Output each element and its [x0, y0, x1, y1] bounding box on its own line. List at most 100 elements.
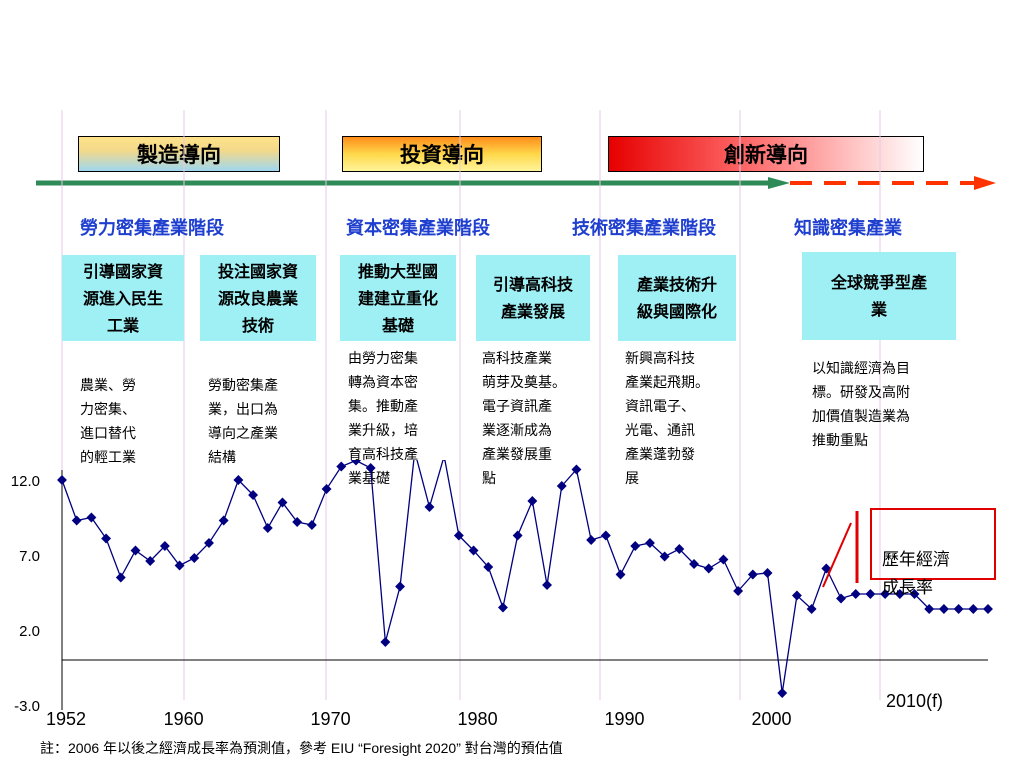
data-point-marker	[174, 560, 185, 571]
phase-manufacturing: 製造導向	[78, 136, 280, 172]
data-point-marker	[924, 604, 935, 614]
data-point-marker	[850, 589, 861, 599]
data-point-marker	[542, 580, 552, 590]
data-point-marker	[689, 559, 699, 569]
legend-bracket	[822, 511, 859, 588]
timeline-arrow	[36, 176, 996, 190]
phase-innovation: 創新導向	[608, 136, 924, 172]
timeline-solid-arrowhead	[768, 177, 790, 189]
description-4: 高科技產業 萌芽及奠基。 電子資訊產 業逐漸成為 產業發展重 點	[482, 351, 566, 487]
data-point-marker	[527, 496, 538, 506]
data-point-marker	[806, 604, 817, 614]
data-point-marker	[321, 484, 332, 494]
x-tick-label: 1952	[46, 709, 86, 729]
description-1: 農業、勞 力密集、 進口替代 的輕工業	[80, 378, 136, 466]
policy-box-1: 引導國家資源進入民生工業	[62, 255, 184, 341]
data-point-marker	[630, 541, 641, 551]
x-tick-label: 1970	[311, 709, 351, 729]
policy-text-5: 產業技術升級與國際化	[636, 275, 717, 321]
policy-box-6: 全球競爭型產業	[802, 252, 956, 340]
data-point-marker	[204, 538, 214, 548]
phase-investment: 投資導向	[342, 136, 542, 172]
data-point-marker	[159, 541, 170, 551]
y-tick-label: 7.0	[19, 548, 40, 565]
legend-box: 歷年經濟 成長率	[870, 508, 996, 598]
data-point-marker	[894, 589, 905, 599]
x-tick-label: 1980	[458, 709, 498, 729]
data-point-marker	[571, 464, 582, 475]
data-point-marker	[453, 530, 464, 541]
description-5: 新興高科技 產業起飛期。 資訊電子、 光電、通訊 產業蓬勃發 展	[625, 351, 709, 487]
x-tick-label: 2010(f)	[886, 691, 943, 711]
data-point-marker	[674, 544, 685, 554]
phase-manufacturing-label: 製造導向	[137, 142, 221, 167]
stage-capital-intensive: 資本密集產業階段	[346, 218, 490, 239]
legend-pointer-line	[822, 522, 852, 588]
policy-text-2: 投注國家資源改良農業技術	[217, 261, 298, 335]
data-point-marker	[424, 502, 435, 512]
policy-text-3: 推動大型國建建立重化基礎	[357, 261, 438, 335]
data-point-marker	[115, 572, 126, 583]
data-point-marker	[498, 602, 508, 613]
policy-box-3: 推動大型國建建立重化基礎	[340, 255, 456, 341]
data-point-marker	[189, 553, 200, 563]
data-point-marker	[747, 569, 758, 580]
timeline-dashed-arrowhead	[974, 176, 996, 190]
data-point-marker	[865, 589, 876, 599]
x-tick-label: 1990	[605, 709, 645, 729]
data-point-marker	[644, 538, 655, 548]
x-tick-label: 2000	[752, 709, 792, 729]
data-point-marker	[306, 520, 317, 530]
y-tick-label: -3.0	[14, 698, 40, 715]
data-point-marker	[439, 460, 450, 461]
data-point-marker	[938, 604, 949, 614]
data-point-marker	[733, 586, 744, 596]
stage-knowledge-intensive: 知識密集產業	[794, 218, 902, 239]
legend-label: 歷年經濟 成長率	[882, 550, 950, 598]
data-point-marker	[71, 515, 82, 526]
data-point-marker	[130, 545, 141, 556]
data-point-marker	[86, 512, 97, 523]
policy-text-6: 全球競爭型產業	[831, 273, 928, 319]
y-tick-label: 2.0	[19, 623, 40, 640]
data-point-marker	[292, 517, 303, 527]
phase-innovation-label: 創新導向	[724, 142, 808, 167]
data-point-marker	[909, 589, 920, 599]
description-3: 由勞力密集 轉為資本密 集。推動產 業升級，培 育高科技產 業基礎	[348, 351, 418, 487]
data-point-marker	[880, 589, 891, 599]
stage-labor-intensive: 勞力密集產業階段	[80, 218, 224, 239]
data-point-marker	[556, 481, 567, 491]
policy-text-4: 引導高科技產業發展	[492, 275, 573, 321]
data-point-marker	[483, 562, 494, 572]
x-tick-label: 1960	[164, 709, 204, 729]
data-point-marker	[101, 533, 112, 544]
data-point-marker	[336, 461, 347, 472]
data-point-marker	[968, 604, 979, 614]
data-point-marker	[659, 551, 670, 562]
phase-investment-label: 投資導向	[400, 142, 484, 167]
growth-rate-line	[61, 460, 988, 694]
policy-box-4: 引導高科技產業發展	[476, 255, 590, 341]
data-point-marker	[821, 563, 832, 574]
data-point-marker	[145, 556, 156, 566]
data-point-marker	[600, 530, 611, 541]
data-point-marker	[983, 604, 993, 614]
data-point-marker	[277, 497, 288, 508]
description-2: 勞動密集產 業，出口為 導向之產業 結構	[208, 378, 278, 466]
data-point-marker	[703, 563, 714, 574]
data-point-marker	[791, 590, 802, 601]
footnote: 註：2006 年以後之經濟成長率為預測值，參考 EIU “Foresight 2…	[40, 740, 563, 756]
data-point-marker	[777, 688, 788, 698]
data-point-marker	[718, 554, 729, 565]
data-point-marker	[57, 475, 67, 485]
stage-technology-intensive: 技術密集產業階段	[572, 218, 716, 239]
policy-box-2: 投注國家資源改良農業技術	[200, 255, 316, 341]
data-point-marker	[836, 593, 846, 604]
data-point-marker	[953, 604, 964, 614]
data-point-marker	[468, 545, 479, 556]
policy-text-1: 引導國家資源進入民生工業	[82, 261, 163, 335]
data-point-marker	[365, 463, 376, 473]
growth-rate-chart: 12.0 7.0 2.0 -3.0 1952 1960 1970 1980 1990 2000 20…	[11, 460, 993, 729]
data-point-marker	[512, 530, 523, 541]
data-point-marker	[762, 568, 773, 578]
